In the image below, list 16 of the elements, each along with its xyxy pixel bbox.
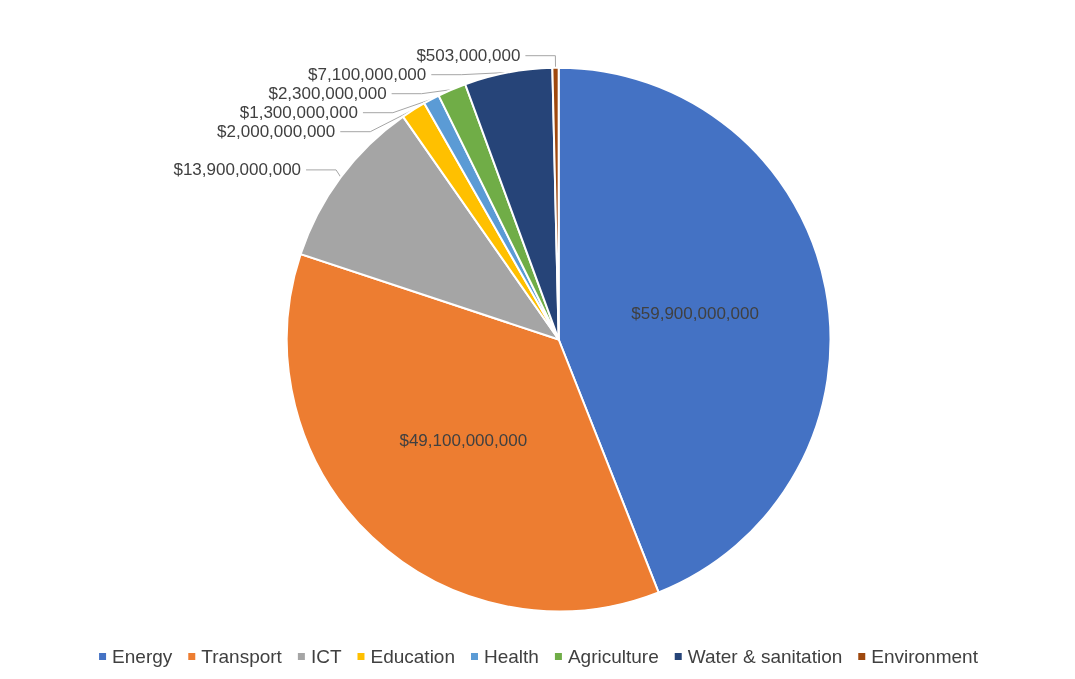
- data-label: $59,900,000,000: [631, 304, 759, 324]
- legend-label: Water & sanitation: [687, 646, 843, 667]
- legend-label: Education: [370, 646, 455, 667]
- data-label: $1,300,000,000: [239, 103, 358, 123]
- legend-label: Health: [483, 646, 539, 667]
- data-label: $49,100,000,000: [399, 430, 528, 450]
- data-label: $503,000,000: [416, 46, 521, 66]
- legend-label: Transport: [201, 646, 283, 667]
- data-label: $2,300,000,000: [268, 84, 387, 104]
- data-label: $13,900,000,000: [173, 160, 302, 180]
- legend-label: Environment: [871, 646, 979, 667]
- data-label: $7,100,000,000: [308, 65, 427, 85]
- legend-label: Energy: [112, 646, 173, 667]
- data-label: $2,000,000,000: [217, 122, 336, 142]
- legend-label: Agriculture: [567, 646, 659, 667]
- legend-label: ICT: [310, 646, 342, 667]
